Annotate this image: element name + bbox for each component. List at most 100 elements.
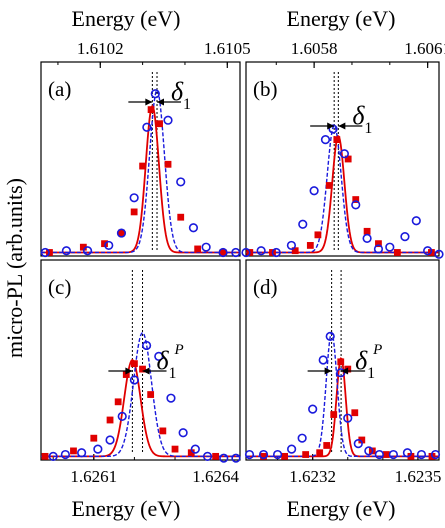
circle-data-point bbox=[308, 404, 318, 414]
delta-subscript: 1 bbox=[364, 120, 372, 137]
dashed-fit-line bbox=[41, 89, 240, 254]
circle-data-point bbox=[343, 413, 353, 423]
panel-label: (c) bbox=[48, 275, 71, 299]
square-data-point bbox=[291, 247, 299, 255]
square-data-point bbox=[393, 249, 401, 256]
circle-data-point bbox=[298, 219, 308, 229]
delta-subscript: 1 bbox=[169, 365, 177, 382]
circle-data-point bbox=[430, 449, 441, 460]
circle-data-point bbox=[82, 246, 93, 256]
circle-data-point bbox=[244, 449, 255, 460]
circle-data-point bbox=[231, 247, 241, 258]
circle-data-point bbox=[364, 446, 374, 456]
circle-data-point bbox=[258, 449, 269, 460]
square-data-point bbox=[306, 242, 314, 249]
circle-data-point bbox=[309, 186, 319, 196]
square-data-point bbox=[281, 452, 288, 460]
x-tick-label: 1.6058 bbox=[291, 39, 338, 58]
square-data-point bbox=[337, 358, 345, 366]
x-tick-label: 1.6102 bbox=[77, 39, 124, 58]
square-data-point bbox=[323, 442, 331, 449]
circle-data-point bbox=[328, 124, 338, 134]
square-data-point bbox=[352, 196, 360, 203]
circle-data-point bbox=[176, 177, 186, 187]
circle-data-point bbox=[188, 223, 199, 233]
circle-data-point bbox=[218, 247, 228, 258]
x-tick-label: 1.6235 bbox=[395, 467, 442, 486]
circle-data-point bbox=[61, 246, 72, 256]
circle-data-point bbox=[142, 122, 152, 132]
delta-subscript: 1 bbox=[367, 365, 375, 382]
panel-label: (b) bbox=[253, 77, 278, 101]
solid-fit-line bbox=[41, 358, 240, 458]
circle-data-point bbox=[339, 149, 349, 159]
circle-data-point bbox=[385, 242, 395, 252]
circle-data-point bbox=[256, 246, 266, 256]
square-data-point bbox=[156, 120, 163, 128]
square-data-point bbox=[106, 416, 114, 424]
square-data-point bbox=[316, 449, 324, 457]
circle-data-point bbox=[423, 246, 433, 256]
square-data-point bbox=[70, 447, 77, 455]
circle-data-point bbox=[105, 435, 115, 445]
circle-data-point bbox=[411, 216, 421, 226]
square-data-point bbox=[194, 245, 202, 253]
delta-subscript: 1 bbox=[183, 96, 191, 113]
circle-data-point bbox=[202, 451, 213, 461]
delta-annotation: δ bbox=[352, 101, 365, 130]
circle-data-point bbox=[373, 244, 384, 254]
square-data-point bbox=[79, 243, 87, 251]
delta-superscript: P bbox=[174, 342, 184, 358]
circle-data-point bbox=[271, 247, 281, 258]
circle-data-point bbox=[434, 249, 444, 259]
arrow-head bbox=[341, 367, 349, 375]
square-data-point bbox=[219, 249, 227, 256]
panel-label: (d) bbox=[253, 275, 278, 299]
circle-data-point bbox=[77, 448, 87, 458]
square-data-point bbox=[382, 451, 390, 458]
arrow-head bbox=[327, 122, 335, 130]
square-data-point bbox=[130, 208, 138, 216]
x-tick-label: 1.6232 bbox=[289, 467, 336, 486]
dashed-fit-line bbox=[41, 331, 240, 458]
square-data-point bbox=[333, 136, 341, 143]
x-tick-label: 1.6061 bbox=[404, 39, 445, 58]
square-data-point bbox=[139, 365, 146, 373]
square-data-point bbox=[260, 452, 267, 460]
panels-group: 1.61021.6105(a)δ11.60581.6061(b)δ11.6261… bbox=[40, 39, 445, 486]
circle-data-point bbox=[400, 232, 410, 242]
square-data-point bbox=[114, 398, 122, 406]
square-data-point bbox=[407, 452, 415, 460]
delta-annotation: δ bbox=[157, 346, 170, 375]
circle-data-point bbox=[318, 355, 328, 365]
square-data-point bbox=[302, 451, 310, 458]
square-data-point bbox=[325, 182, 333, 189]
circle-data-point bbox=[374, 449, 384, 460]
square-data-point bbox=[363, 227, 371, 235]
circle-data-point bbox=[154, 351, 164, 361]
panel-d: 1.6232 1.6235 (d) δ 1 P bbox=[244, 259, 442, 486]
delta-annotation: δ bbox=[171, 77, 184, 106]
panel-frame bbox=[40, 61, 241, 257]
x-tick-label: 1.6105 bbox=[204, 39, 251, 58]
arrow-head bbox=[324, 367, 332, 375]
square-data-point bbox=[41, 452, 49, 460]
panel-c: 1.6261 1.6264 (c) δ 1 P bbox=[40, 259, 241, 486]
circle-data-point bbox=[129, 193, 139, 203]
circle-data-point bbox=[388, 449, 398, 460]
circle-data-point bbox=[48, 451, 58, 461]
circle-data-point bbox=[201, 242, 211, 252]
circle-data-point bbox=[325, 331, 335, 341]
circle-data-point bbox=[353, 439, 363, 449]
arrow-head bbox=[157, 98, 165, 106]
bottom-axis-title-left: Energy (eV) bbox=[72, 496, 181, 521]
circle-data-point bbox=[416, 449, 427, 460]
square-data-point bbox=[118, 229, 125, 237]
square-data-point bbox=[131, 360, 138, 368]
panel-b: 1.6058 1.6061 (b) δ1 bbox=[241, 39, 445, 259]
arrow-head bbox=[145, 98, 153, 106]
circle-data-point bbox=[286, 240, 297, 251]
arrow-head bbox=[125, 367, 133, 375]
solid-fit-line bbox=[41, 104, 240, 254]
circle-data-point bbox=[163, 115, 173, 125]
